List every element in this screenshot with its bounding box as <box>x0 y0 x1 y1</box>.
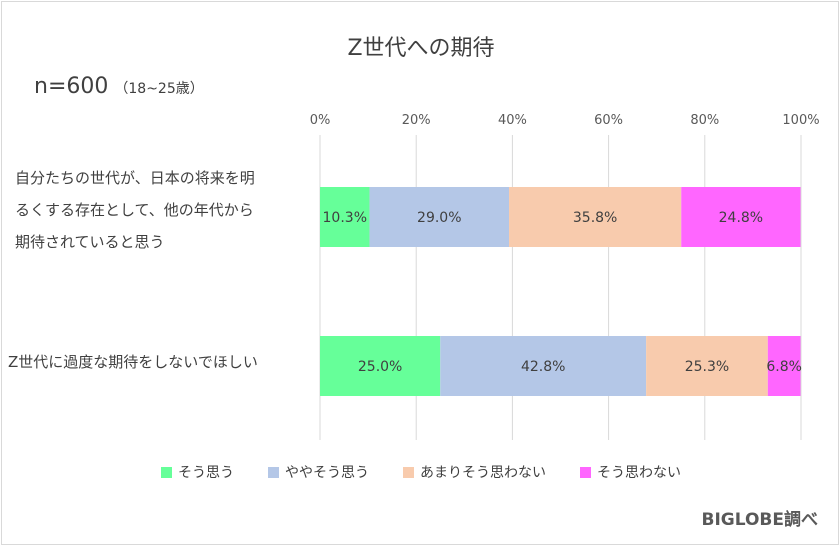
bar-2-series-3 <box>646 336 768 396</box>
legend-item-2: ややそう思う <box>268 462 369 482</box>
data-label-1-series-2: 29.0% <box>417 210 461 226</box>
category-label-1-line-1: 自分たちの世代が、日本の将来を明 <box>15 169 255 187</box>
legend-label-2: ややそう思う <box>285 465 369 481</box>
bar-1-series-4 <box>681 187 801 247</box>
sample-info: n=600 （18~25歳） <box>34 74 204 99</box>
legend-swatch-3 <box>403 466 414 478</box>
category-label-1: 自分たちの世代が、日本の将来を明 るくする存在として、他の年代から 期待されてい… <box>15 162 307 258</box>
bar-2-series-4 <box>767 336 801 396</box>
legend-label-1: そう思う <box>178 465 234 481</box>
sample-age-range: （18~25歳） <box>114 81 204 97</box>
bar-2-series-1 <box>320 336 441 396</box>
category-label-2: Z世代に過度な期待をしないでほしい <box>8 346 308 378</box>
legend-item-3: あまりそう思わない <box>403 462 546 482</box>
x-tick-label-2: 20% <box>402 113 431 128</box>
legend-label-4: そう思わない <box>597 465 681 481</box>
legend-item-4: そう思わない <box>580 462 681 482</box>
x-tick-label-1: 0% <box>310 113 331 128</box>
bar-1-series-1 <box>320 187 370 247</box>
x-tick-label-3: 40% <box>498 113 527 128</box>
data-label-2-series-1: 25.0% <box>358 359 402 375</box>
category-label-1-line-3: 期待されていると思う <box>15 233 165 251</box>
category-label-2-line-1: Z世代に過度な期待をしないでほしい <box>8 353 258 371</box>
data-label-2-series-4: 6.8% <box>766 359 802 375</box>
category-label-1-line-2: るくする存在として、他の年代から <box>15 201 254 219</box>
legend-swatch-2 <box>268 466 279 478</box>
legend-swatch-4 <box>580 466 591 478</box>
data-label-2-series-2: 42.8% <box>521 359 565 375</box>
data-label-1-series-1: 10.3% <box>323 210 367 226</box>
legend-item-1: そう思う <box>161 462 234 482</box>
legend: そう思う ややそう思う あまりそう思わない そう思わない <box>2 462 840 482</box>
source-credit: BIGLOBE調べ <box>701 510 819 530</box>
legend-label-3: あまりそう思わない <box>420 465 546 481</box>
bar-1-series-2 <box>369 187 510 247</box>
x-tick-label-4: 60% <box>594 113 623 128</box>
legend-swatch-1 <box>161 466 172 478</box>
bar-2-series-2 <box>440 336 647 396</box>
x-tick-label-6: 100% <box>782 113 819 128</box>
data-label-1-series-4: 24.8% <box>719 210 763 226</box>
chart-title: Z世代への期待 <box>347 36 495 61</box>
bar-1-series-3 <box>509 187 682 247</box>
x-tick-label-5: 80% <box>690 113 719 128</box>
sample-size: n=600 <box>34 74 109 99</box>
data-label-2-series-3: 25.3% <box>685 359 729 375</box>
data-label-1-series-3: 35.8% <box>573 210 617 226</box>
